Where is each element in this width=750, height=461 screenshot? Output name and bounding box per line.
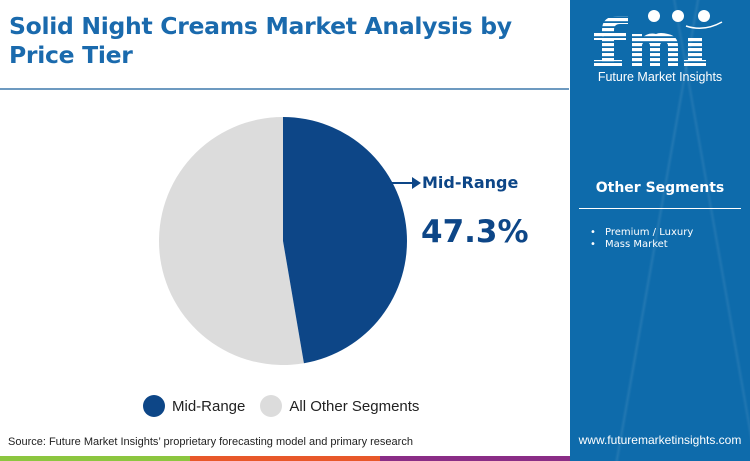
title-divider (0, 88, 569, 90)
footer-strip-purple (380, 456, 570, 461)
chart-legend: Mid-Range All Other Segments (143, 395, 434, 417)
legend-item-all-other-segments: All Other Segments (260, 395, 419, 417)
brand-panel: Future Market Insights Other Segments • P… (570, 0, 750, 461)
other-segment-item: • Premium / Luxury (590, 227, 694, 238)
legend-label: Mid-Range (172, 397, 246, 415)
footer-strip-green (0, 456, 190, 461)
other-segment-item: • Mass Market (590, 239, 668, 250)
other-segments-divider (579, 208, 741, 209)
other-segments-list: • Premium / Luxury • Mass Market (590, 227, 693, 251)
legend-swatch-all-other-segments (260, 395, 283, 417)
logo-subtitle: Future Market Insights (597, 70, 723, 84)
bullet-icon: • (590, 227, 596, 238)
legend-swatch-mid-range (143, 395, 165, 417)
pie-slice-all-other-segments (159, 117, 304, 365)
page-title: Solid Night Creams Market Analysis by Pr… (9, 12, 512, 69)
callout-label: Mid-Range (422, 173, 519, 192)
fmi-logo-icon (594, 10, 723, 66)
legend-label: All Other Segments (289, 397, 420, 415)
website-link[interactable]: www.futuremarketinsights.com (578, 433, 742, 447)
callout-value: 47.3% (421, 214, 529, 250)
pie-slice-mid-range (283, 117, 407, 364)
pie-chart (159, 117, 407, 365)
bullet-icon: • (590, 239, 596, 250)
legend-item-mid-range: Mid-Range (143, 395, 245, 417)
footer-strip-orange (190, 456, 380, 461)
other-segments-title: Other Segments (595, 180, 725, 196)
callout-arrow-icon (392, 177, 421, 189)
source-note: Source: Future Market Insights’ propriet… (8, 436, 413, 448)
